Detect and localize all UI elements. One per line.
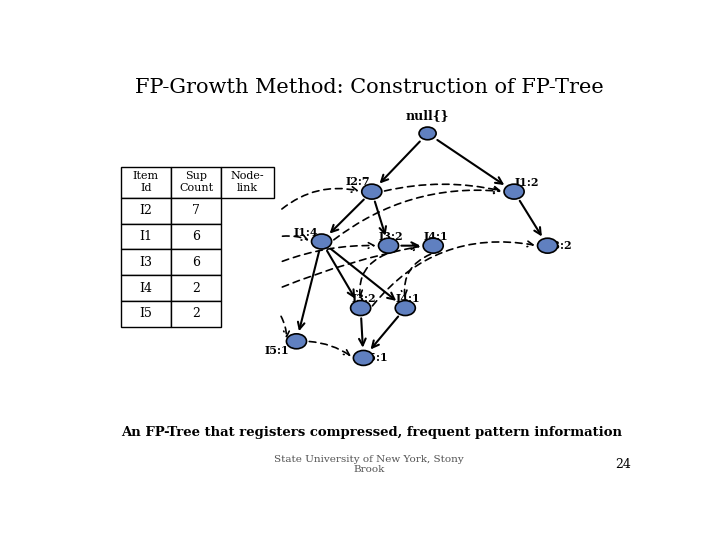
FancyArrowPatch shape (384, 184, 500, 192)
Text: I4: I4 (139, 281, 153, 295)
Bar (171, 167, 221, 198)
Text: 2: 2 (192, 281, 200, 295)
Bar (121, 275, 171, 301)
Text: I4:1: I4:1 (396, 293, 420, 305)
FancyArrowPatch shape (281, 316, 289, 336)
Text: I3:2: I3:2 (547, 240, 572, 251)
FancyArrowPatch shape (282, 187, 357, 209)
FancyArrowPatch shape (402, 254, 431, 296)
Text: 6: 6 (192, 230, 200, 243)
Circle shape (504, 184, 524, 199)
FancyArrowPatch shape (334, 188, 500, 240)
Circle shape (395, 301, 415, 315)
Text: null{}: null{} (406, 109, 449, 122)
FancyArrowPatch shape (310, 341, 350, 355)
Text: 2: 2 (192, 307, 200, 320)
Text: I1:2: I1:2 (514, 177, 539, 188)
Circle shape (419, 127, 436, 140)
FancyArrowPatch shape (357, 254, 386, 296)
Text: I5:1: I5:1 (364, 353, 388, 363)
Bar (121, 167, 171, 198)
Bar (171, 301, 221, 327)
Circle shape (361, 184, 382, 199)
Bar (171, 275, 221, 301)
Bar (121, 249, 171, 275)
Circle shape (312, 234, 332, 249)
Circle shape (287, 334, 307, 349)
Text: I1:4: I1:4 (294, 227, 318, 238)
FancyArrowPatch shape (282, 245, 418, 287)
Circle shape (538, 238, 557, 253)
Text: I4:1: I4:1 (423, 231, 449, 242)
Bar (221, 167, 274, 198)
Text: An FP-Tree that registers compressed, frequent pattern information: An FP-Tree that registers compressed, fr… (121, 426, 621, 439)
Bar (171, 249, 221, 275)
Text: I5:1: I5:1 (265, 345, 289, 356)
Text: I1: I1 (139, 230, 153, 243)
Text: I3:2: I3:2 (351, 293, 376, 305)
Text: 7: 7 (192, 204, 200, 217)
Text: 6: 6 (192, 256, 200, 269)
FancyArrowPatch shape (282, 242, 374, 261)
Bar (121, 301, 171, 327)
Text: State University of New York, Stony
Brook: State University of New York, Stony Broo… (274, 455, 464, 475)
Bar (121, 224, 171, 249)
Text: 24: 24 (615, 458, 631, 471)
Text: I2: I2 (140, 204, 152, 217)
Text: I5: I5 (140, 307, 152, 320)
Text: I3:2: I3:2 (379, 231, 404, 242)
Text: I2:7: I2:7 (346, 176, 370, 187)
Circle shape (354, 350, 374, 366)
Text: FP-Growth Method: Construction of FP-Tree: FP-Growth Method: Construction of FP-Tre… (135, 78, 603, 97)
Bar (121, 198, 171, 224)
Circle shape (379, 238, 399, 253)
Circle shape (351, 301, 371, 315)
Text: I3: I3 (139, 256, 153, 269)
Text: Node-
link: Node- link (231, 172, 264, 193)
Text: Item
Id: Item Id (132, 172, 159, 193)
Bar (171, 224, 221, 249)
Circle shape (423, 238, 444, 253)
FancyArrowPatch shape (372, 241, 533, 306)
Bar (171, 198, 221, 224)
FancyArrowPatch shape (282, 235, 307, 240)
Text: Sup
Count: Sup Count (179, 172, 213, 193)
